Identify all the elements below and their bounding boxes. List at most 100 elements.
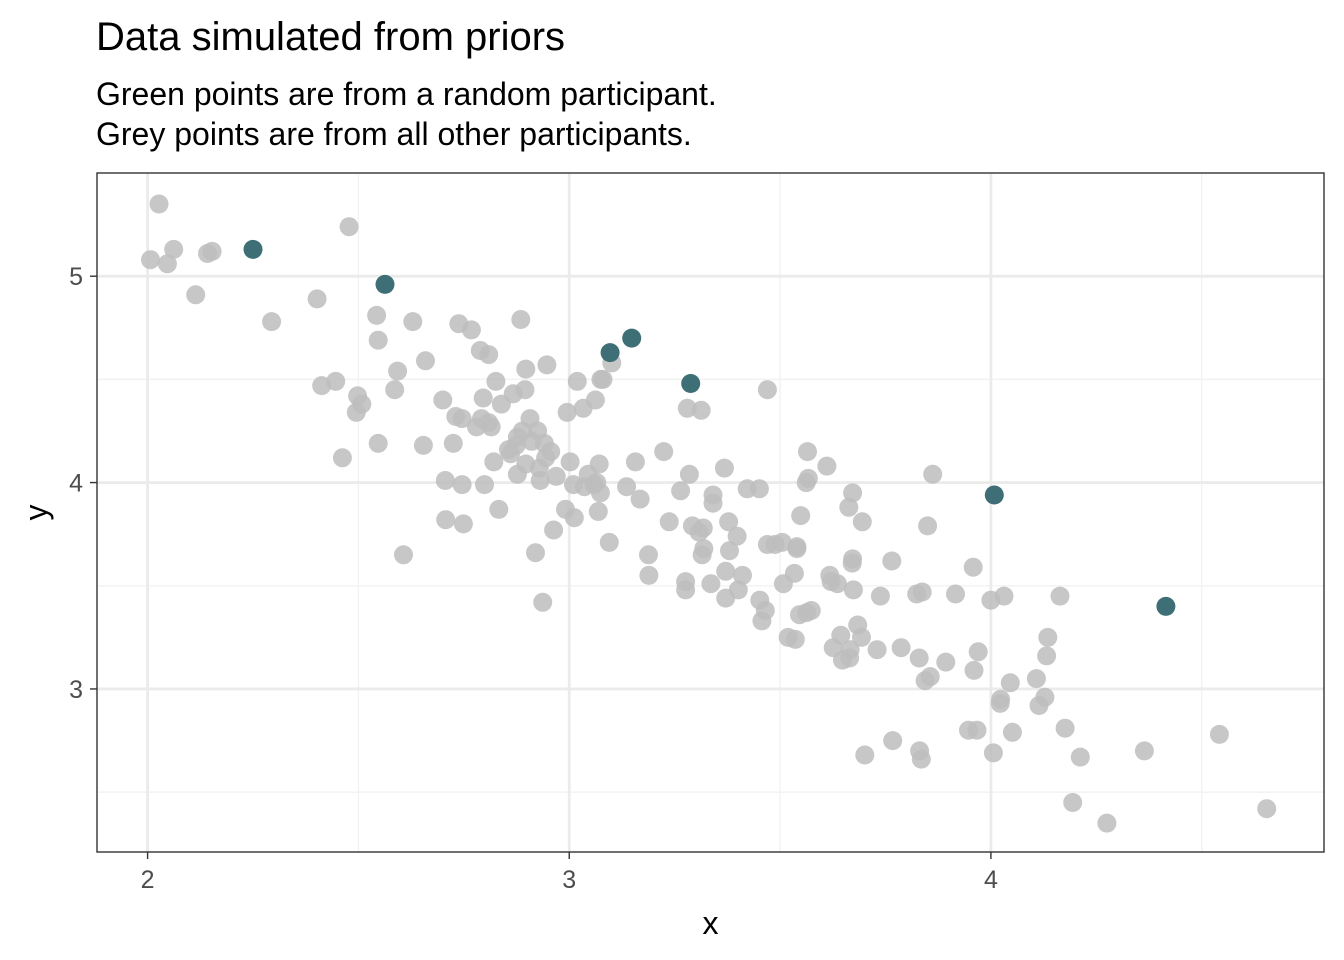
green-point xyxy=(375,274,395,294)
grey-point xyxy=(755,601,775,620)
x-tick-label: 4 xyxy=(984,866,998,894)
grey-point xyxy=(1097,813,1117,833)
grey-point xyxy=(693,518,713,538)
grey-point xyxy=(843,580,863,600)
grey-point xyxy=(909,648,929,668)
x-axis-title: x xyxy=(703,905,719,941)
grey-point xyxy=(473,388,493,408)
chart-title: Data simulated from priors xyxy=(96,15,566,59)
grey-point xyxy=(843,549,863,569)
panel-border-group xyxy=(96,172,1325,853)
grey-point xyxy=(691,400,711,420)
grey-point xyxy=(964,660,984,680)
grey-point xyxy=(1035,687,1055,707)
grey-point xyxy=(352,394,372,414)
grey-point xyxy=(585,390,605,410)
grey-point xyxy=(882,551,902,571)
grey-point xyxy=(515,380,535,400)
grey-point xyxy=(918,516,938,536)
grey-point xyxy=(1026,669,1046,689)
grey-point xyxy=(1038,627,1058,647)
grey-point xyxy=(593,369,613,389)
grey-point xyxy=(720,541,739,561)
grey-point xyxy=(946,584,965,604)
green-point xyxy=(243,239,263,259)
grey-point xyxy=(983,743,1003,763)
panel-background xyxy=(97,173,1324,852)
grey-point xyxy=(564,508,584,528)
grey-point xyxy=(326,371,346,391)
grey-point xyxy=(202,241,222,261)
green-point xyxy=(622,328,642,348)
grey-point xyxy=(963,557,983,577)
grey-point xyxy=(186,285,206,305)
grey-point xyxy=(787,539,807,559)
grey-point xyxy=(544,520,564,540)
plot-panel xyxy=(97,173,1324,852)
grey-point xyxy=(368,330,388,350)
grey-point xyxy=(936,652,956,672)
grey-point xyxy=(727,526,747,546)
grey-point xyxy=(452,475,472,495)
grey-point xyxy=(435,471,455,490)
grey-point xyxy=(671,481,691,501)
grey-point xyxy=(654,442,674,462)
grey-point xyxy=(625,452,645,472)
grey-point xyxy=(599,532,619,552)
grey-point xyxy=(676,572,696,592)
grey-point xyxy=(157,254,177,274)
grey-point xyxy=(1002,722,1022,742)
grey-point xyxy=(785,629,805,649)
grey-point xyxy=(798,442,817,462)
grey-point xyxy=(1209,724,1229,744)
grey-point xyxy=(703,493,723,513)
grey-point xyxy=(164,239,184,259)
grey-point xyxy=(516,359,536,379)
grey-point xyxy=(557,402,577,422)
grey-point xyxy=(475,475,494,495)
grey-point xyxy=(784,563,804,583)
grey-point xyxy=(817,456,837,476)
grey-point xyxy=(852,627,871,647)
grey-point xyxy=(920,667,940,687)
grey-point xyxy=(1257,799,1277,819)
grey-point xyxy=(436,510,456,530)
grey-point xyxy=(546,466,566,486)
panel-border xyxy=(96,172,1325,853)
grey-point xyxy=(852,512,872,532)
grey-point xyxy=(891,638,911,658)
grey-point xyxy=(968,642,988,662)
grey-point xyxy=(452,409,472,429)
grey-point xyxy=(843,483,863,503)
grey-point xyxy=(967,720,987,740)
grey-point xyxy=(840,640,860,660)
grey-point xyxy=(911,749,931,769)
grey-point xyxy=(453,514,473,534)
grey-point xyxy=(839,497,859,517)
grey-point xyxy=(994,586,1014,606)
grey-point xyxy=(1134,741,1154,761)
grey-point xyxy=(394,545,413,565)
grey-point xyxy=(385,380,405,400)
grey-point xyxy=(307,289,327,309)
grey-point xyxy=(560,452,580,472)
chart-subtitle: Green points are from a random participa… xyxy=(96,74,717,154)
grey-point xyxy=(1070,747,1090,767)
grey-point xyxy=(617,477,637,497)
green-point xyxy=(1156,596,1176,616)
grey-point xyxy=(719,512,739,532)
grey-point xyxy=(659,512,679,532)
chart-subtitle-line-1: Green points are from a random participa… xyxy=(96,76,717,112)
y-tick-label: 5 xyxy=(69,263,83,291)
grey-point xyxy=(757,380,777,400)
grey-point xyxy=(461,320,481,340)
grey-point xyxy=(332,448,352,468)
points xyxy=(141,194,1277,833)
chart-subtitle-line-2: Grey points are from all other participa… xyxy=(96,116,692,152)
grey-point xyxy=(1000,673,1020,693)
grey-point xyxy=(991,689,1011,709)
grey-point xyxy=(533,592,553,612)
grey-point xyxy=(630,489,650,509)
grey-point xyxy=(677,398,697,418)
